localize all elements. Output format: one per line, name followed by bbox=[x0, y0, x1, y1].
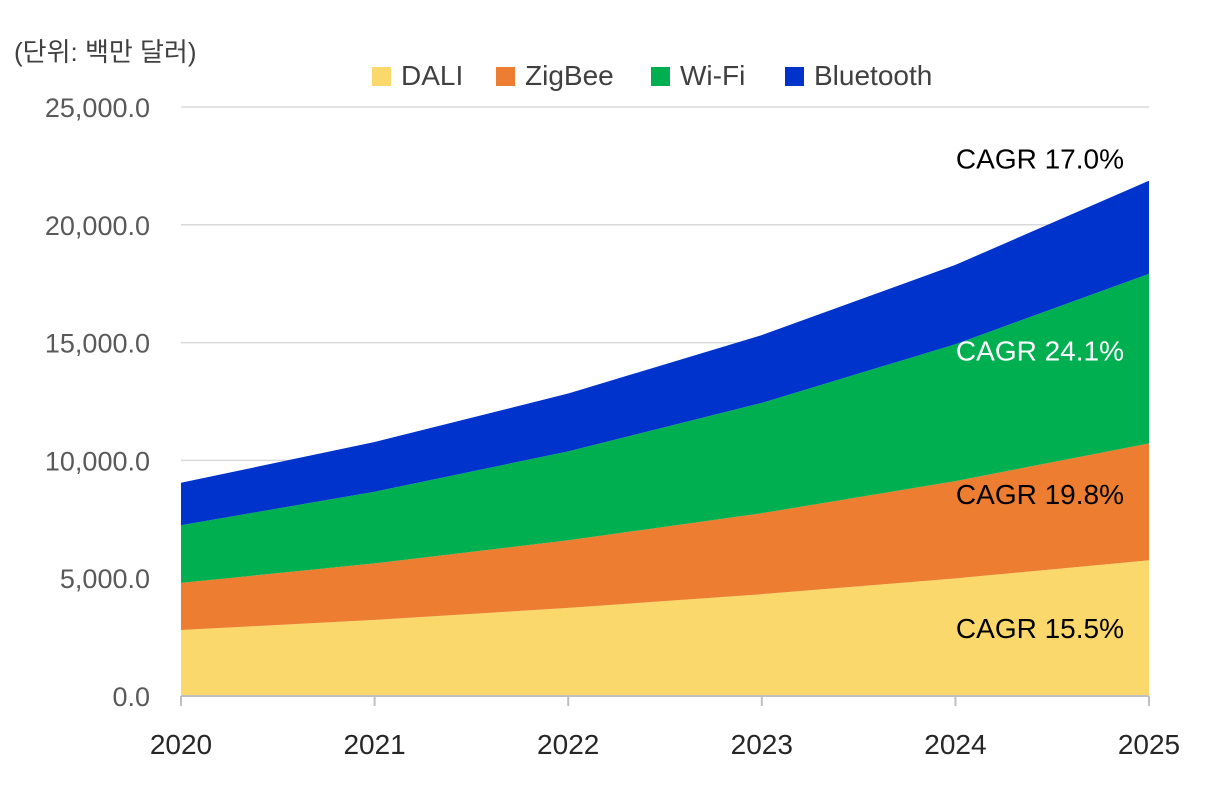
legend-label: Bluetooth bbox=[814, 60, 932, 91]
area-wi-fi bbox=[181, 273, 1149, 583]
legend-label: Wi-Fi bbox=[680, 60, 745, 91]
legend-swatch bbox=[651, 67, 670, 86]
y-tick-label: 15,000.0 bbox=[45, 329, 150, 359]
x-tick-label: 2024 bbox=[924, 729, 986, 760]
cagr-annotation: CAGR 17.0% bbox=[956, 144, 1124, 175]
legend: DALI ZigBee Wi-Fi Bluetooth bbox=[372, 60, 932, 91]
x-tick-label: 2022 bbox=[537, 729, 599, 760]
legend-swatch bbox=[785, 67, 804, 86]
legend-label: ZigBee bbox=[525, 60, 614, 91]
legend-label: DALI bbox=[401, 60, 463, 91]
cagr-annotation: CAGR 15.5% bbox=[956, 613, 1124, 644]
cagr-annotation: CAGR 19.8% bbox=[956, 479, 1124, 510]
y-tick-label: 20,000.0 bbox=[45, 211, 150, 241]
legend-swatch bbox=[496, 67, 515, 86]
area-zigbee bbox=[181, 443, 1149, 630]
cagr-annotation: CAGR 24.1% bbox=[956, 336, 1124, 367]
area-dali bbox=[181, 560, 1149, 696]
area-series bbox=[181, 180, 1149, 696]
y-tick-label: 0.0 bbox=[112, 682, 150, 712]
x-tick-label: 2021 bbox=[343, 729, 405, 760]
x-tick-label: 2023 bbox=[731, 729, 793, 760]
legend-swatch bbox=[372, 67, 391, 86]
area-bluetooth bbox=[181, 180, 1149, 526]
y-tick-label: 10,000.0 bbox=[45, 446, 150, 476]
annotations: CAGR 17.0% CAGR 24.1% CAGR 19.8% CAGR 15.5% bbox=[956, 144, 1124, 644]
y-tick-label: 25,000.0 bbox=[45, 93, 150, 123]
x-tick-label: 2025 bbox=[1118, 729, 1180, 760]
x-tick-label: 2020 bbox=[150, 729, 212, 760]
axes: 0.0 5,000.0 10,000.0 15,000.0 20,000.0 25,000… bbox=[45, 93, 1180, 760]
y-tick-label: 5,000.0 bbox=[60, 564, 150, 594]
unit-label: (단위: 백만 달러) bbox=[14, 37, 197, 67]
